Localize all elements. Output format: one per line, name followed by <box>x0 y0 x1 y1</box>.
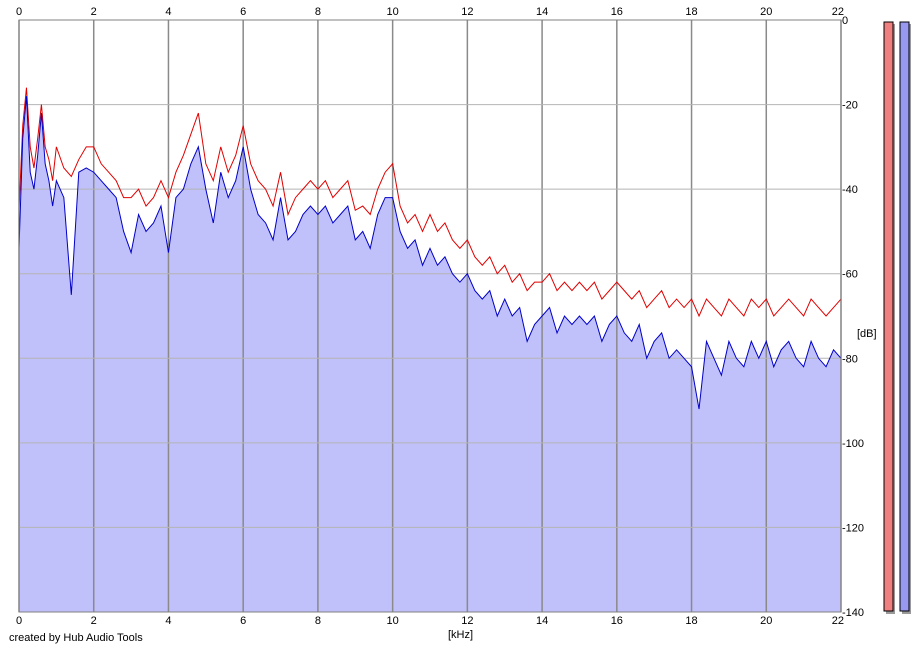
x-tick-label-bottom: 0 <box>16 615 22 627</box>
x-tick-label-bottom: 16 <box>611 615 623 627</box>
x-tick-label-bottom: 20 <box>760 615 772 627</box>
x-tick-label-top: 8 <box>315 6 321 18</box>
series-lines <box>18 87 842 410</box>
x-tick-label-top: 0 <box>16 6 22 18</box>
series-fill-1 <box>19 96 841 613</box>
x-tick-label-bottom: 4 <box>165 615 171 627</box>
y-tick-labels: 0 -20 -40 -60 -80 -100 -120 -140 <box>842 15 864 619</box>
x-tick-label-top: 18 <box>685 6 697 18</box>
x-tick-label-top: 6 <box>240 6 246 18</box>
x-tick-label-bottom: 6 <box>240 615 246 627</box>
x-tick-label-top: 2 <box>91 6 97 18</box>
credit-text: created by Hub Audio Tools <box>9 632 143 644</box>
series-fills <box>19 96 841 613</box>
y-tick-label: -60 <box>842 269 858 281</box>
series-line-0 <box>18 87 842 318</box>
x-tick-labels-top: 0 2 4 6 8 10 12 14 16 18 20 22 <box>16 6 844 18</box>
x-tick-label-bottom: 14 <box>536 615 548 627</box>
y-tick-label: -100 <box>842 438 864 450</box>
level-meters <box>883 21 911 614</box>
x-tick-label-top: 16 <box>611 6 623 18</box>
x-tick-label-top: 22 <box>832 6 844 18</box>
level-meter-bar <box>883 21 894 612</box>
level-meter-bar <box>899 21 910 612</box>
y-axis-label: [dB] <box>857 328 877 340</box>
y-tick-label: 0 <box>842 15 848 27</box>
y-tick-label: -80 <box>842 353 858 365</box>
x-tick-label-top: 20 <box>760 6 772 18</box>
x-tick-label-bottom: 22 <box>832 615 844 627</box>
y-tick-label: -40 <box>842 184 858 196</box>
x-tick-label-top: 4 <box>165 6 171 18</box>
plot-border <box>18 19 842 613</box>
plot-frame <box>18 19 842 613</box>
x-tick-label-bottom: 8 <box>315 615 321 627</box>
y-tick-label: -140 <box>842 607 864 619</box>
series-line-1 <box>18 96 842 410</box>
x-tick-label-bottom: 18 <box>685 615 697 627</box>
x-tick-label-bottom: 12 <box>461 615 473 627</box>
x-tick-label-bottom: 2 <box>91 615 97 627</box>
y-tick-label: -120 <box>842 522 864 534</box>
y-tick-label: -20 <box>842 100 858 112</box>
x-tick-labels-bottom: 0 2 4 6 8 10 12 14 16 18 20 22 <box>16 615 844 627</box>
x-tick-label-top: 10 <box>387 6 399 18</box>
x-tick-label-bottom: 10 <box>387 615 399 627</box>
x-tick-label-top: 14 <box>536 6 548 18</box>
x-axis-label: [kHz] <box>448 629 473 641</box>
x-tick-label-top: 12 <box>461 6 473 18</box>
